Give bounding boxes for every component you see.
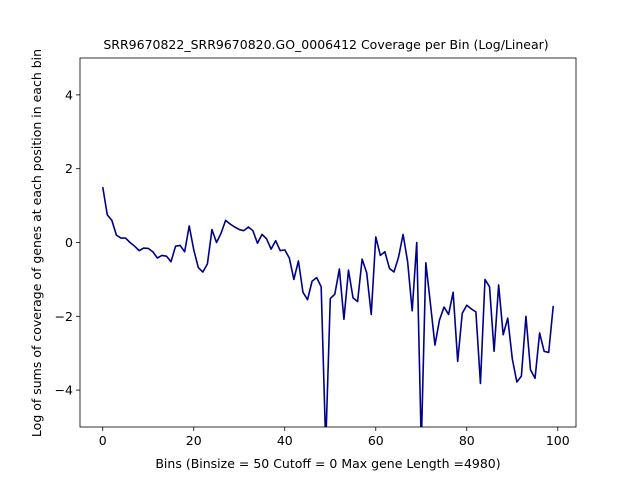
x-tick-label: 40 [277,433,293,448]
y-tick-label: −4 [55,383,73,398]
y-tick-label: −2 [55,309,73,324]
y-axis-label: Log of sums of coverage of genes at each… [29,49,44,437]
x-tick-label: 100 [546,433,570,448]
x-axis-label: Bins (Binsize = 50 Cutoff = 0 Max gene L… [155,456,500,471]
series-line-0 [101,187,555,427]
x-tick-label: 0 [99,433,107,448]
y-tick-label: 2 [65,161,73,176]
x-tick-label: 20 [186,433,202,448]
x-tick-label: 80 [459,433,475,448]
x-tick-label: 60 [368,433,384,448]
y-tick-label: 4 [65,87,73,102]
chart-title: SRR9670822_SRR9670820.GO_0006412 Coverag… [103,37,548,52]
y-tick-label: 0 [65,235,73,250]
